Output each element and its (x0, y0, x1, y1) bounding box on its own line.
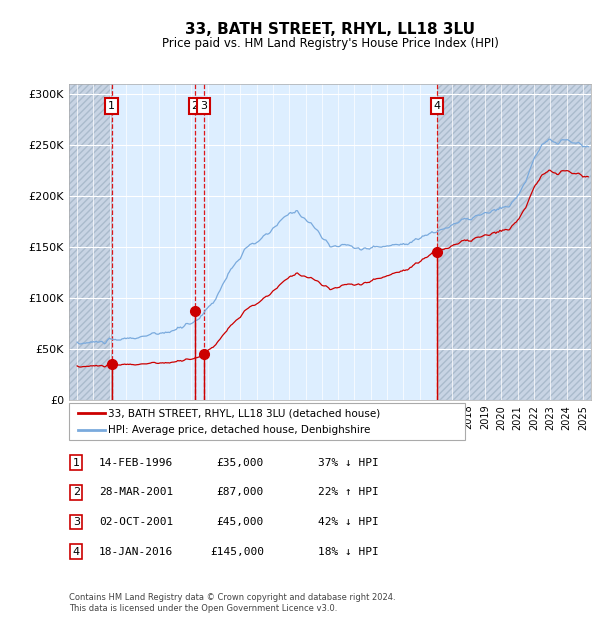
Text: 1: 1 (73, 458, 80, 467)
Text: 02-OCT-2001: 02-OCT-2001 (99, 517, 173, 527)
Text: 18% ↓ HPI: 18% ↓ HPI (318, 547, 379, 557)
Bar (69, 84, 112, 400)
Text: £45,000: £45,000 (217, 517, 264, 527)
Text: 18-JAN-2016: 18-JAN-2016 (99, 547, 173, 557)
Text: 28-MAR-2001: 28-MAR-2001 (99, 487, 173, 497)
Text: 42% ↓ HPI: 42% ↓ HPI (318, 517, 379, 527)
Text: £87,000: £87,000 (217, 487, 264, 497)
Text: 37% ↓ HPI: 37% ↓ HPI (318, 458, 379, 467)
Text: 14-FEB-1996: 14-FEB-1996 (99, 458, 173, 467)
Text: 3: 3 (200, 101, 207, 111)
Text: HPI: Average price, detached house, Denbighshire: HPI: Average price, detached house, Denb… (108, 425, 370, 435)
Text: 33, BATH STREET, RHYL, LL18 3LU: 33, BATH STREET, RHYL, LL18 3LU (185, 22, 475, 37)
Text: 3: 3 (73, 517, 80, 527)
Text: 22% ↑ HPI: 22% ↑ HPI (318, 487, 379, 497)
Text: 4: 4 (433, 101, 440, 111)
Text: £145,000: £145,000 (210, 547, 264, 557)
Text: £35,000: £35,000 (217, 458, 264, 467)
Bar (437, 84, 591, 400)
Text: 1: 1 (108, 101, 115, 111)
Text: Price paid vs. HM Land Registry's House Price Index (HPI): Price paid vs. HM Land Registry's House … (161, 37, 499, 50)
Text: Contains HM Land Registry data © Crown copyright and database right 2024.
This d: Contains HM Land Registry data © Crown c… (69, 593, 395, 613)
Text: 2: 2 (73, 487, 80, 497)
Bar (437, 84, 591, 400)
Text: 2: 2 (191, 101, 199, 111)
Text: 4: 4 (73, 547, 80, 557)
Text: 33, BATH STREET, RHYL, LL18 3LU (detached house): 33, BATH STREET, RHYL, LL18 3LU (detache… (108, 409, 380, 419)
Bar (69, 84, 112, 400)
